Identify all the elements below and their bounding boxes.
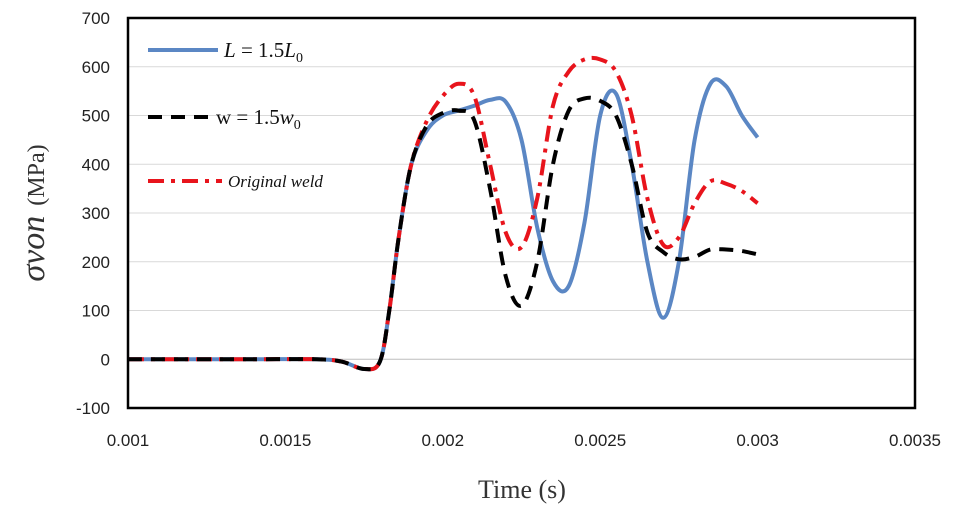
y-tick-label: 600 xyxy=(82,58,110,77)
legend-entry-2: w = 1.5w0 xyxy=(148,105,301,133)
y-tick-label: 200 xyxy=(82,253,110,272)
x-tick-labels: 0.001 0.0015 0.002 0.0025 0.003 0.0035 xyxy=(107,431,941,450)
legend: L = 1.5L0 w = 1.5w0 Original weld xyxy=(148,38,323,191)
plot-frame xyxy=(126,16,917,410)
y-tick-label: -100 xyxy=(76,399,110,418)
x-axis-title: Time (s) xyxy=(478,475,566,504)
y-tick-labels: -100 0 100 200 300 400 500 600 700 xyxy=(76,9,110,418)
y-tick-label: 400 xyxy=(82,155,110,174)
y-tick-label: 0 xyxy=(101,350,110,369)
x-tick-label: 0.003 xyxy=(736,431,779,450)
legend-label-3: Original weld xyxy=(228,172,323,191)
x-tick-label: 0.0015 xyxy=(259,431,311,450)
y-axis-title-unit: (MPa) xyxy=(24,144,50,205)
gridlines xyxy=(128,17,915,409)
series-layer xyxy=(128,55,760,372)
legend-label-2: w = 1.5w0 xyxy=(216,105,301,133)
x-tick-label: 0.002 xyxy=(422,431,465,450)
legend-entry-3: Original weld xyxy=(148,172,323,191)
x-tick-label: 0.0035 xyxy=(889,431,941,450)
legend-entry-1: L = 1.5L0 xyxy=(148,38,303,66)
series-line-2 xyxy=(128,95,759,372)
y-axis-title-symbol: σvon xyxy=(15,216,52,282)
legend-label-1: L = 1.5L0 xyxy=(223,38,303,66)
x-tick-label: 0.0025 xyxy=(574,431,626,450)
y-axis-title: σvon (MPa) xyxy=(15,144,52,281)
x-tick-label: 0.001 xyxy=(107,431,150,450)
y-tick-label: 100 xyxy=(82,302,110,321)
y-tick-label: 700 xyxy=(82,9,110,28)
y-tick-label: 300 xyxy=(82,204,110,223)
y-tick-label: 500 xyxy=(82,107,110,126)
